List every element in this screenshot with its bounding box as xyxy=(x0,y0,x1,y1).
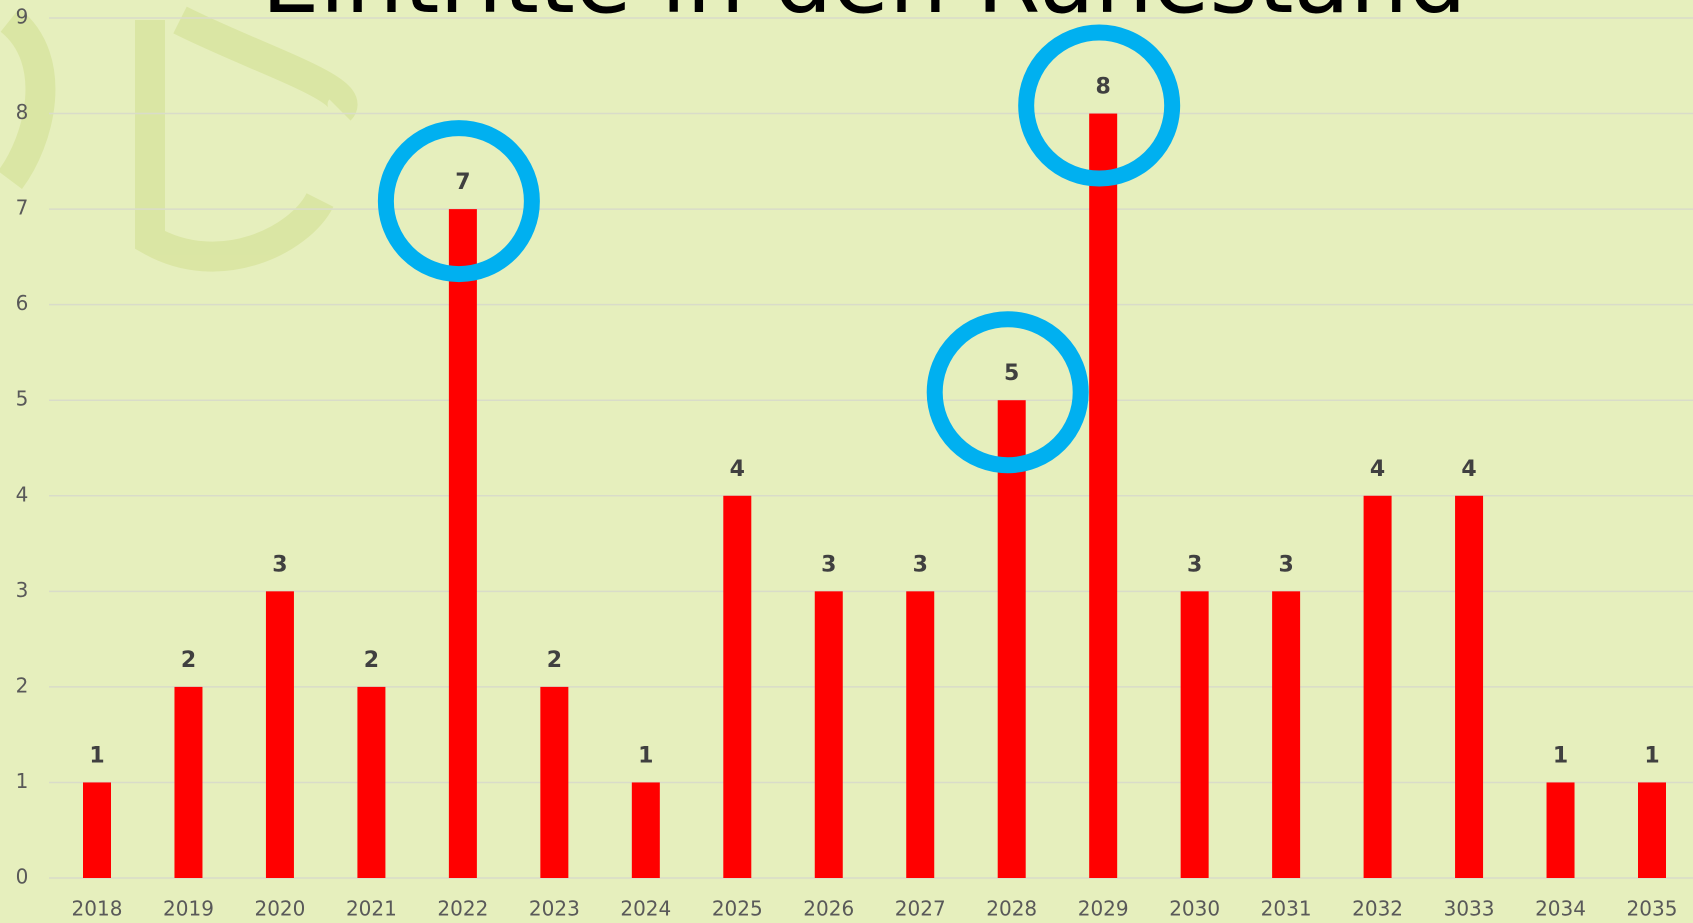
x-tick-label: 2031 xyxy=(1261,897,1312,921)
value-label: 1 xyxy=(1644,743,1659,768)
bar xyxy=(1455,496,1483,878)
bar xyxy=(83,782,111,878)
bar xyxy=(540,687,568,878)
page: {"chart_data": {"type": "bar", "title": … xyxy=(0,0,1693,923)
value-label: 2 xyxy=(181,648,196,673)
x-tick-label: 2029 xyxy=(1078,897,1129,921)
x-tick-label: 2021 xyxy=(346,897,397,921)
bar xyxy=(1272,591,1300,878)
value-label: 4 xyxy=(730,457,745,482)
value-label: 8 xyxy=(1096,75,1111,100)
value-label: 7 xyxy=(455,170,470,195)
bar xyxy=(632,782,660,878)
y-tick-label: 2 xyxy=(16,673,29,697)
x-tick-label: 2034 xyxy=(1535,897,1586,921)
y-tick-label: 0 xyxy=(16,865,29,889)
bar xyxy=(815,591,843,878)
value-label: 1 xyxy=(89,743,104,768)
value-label: 3 xyxy=(1278,552,1293,577)
chart: Eintritte in den Ruhestand 0 1 2 3 4 5 6 7 8 9 201… xyxy=(0,0,1693,923)
bar xyxy=(1364,496,1392,878)
y-tick-label: 9 xyxy=(16,5,29,29)
bar xyxy=(723,496,751,878)
x-tick-label: 2028 xyxy=(986,897,1037,921)
bar xyxy=(449,209,477,878)
value-label: 2 xyxy=(547,648,562,673)
x-tick-label: 2025 xyxy=(712,897,763,921)
bar xyxy=(1181,591,1209,878)
x-tick-label: 2020 xyxy=(254,897,305,921)
y-tick-label: 7 xyxy=(16,196,29,220)
bar xyxy=(174,687,202,878)
bar xyxy=(266,591,294,878)
value-label: 3 xyxy=(821,552,836,577)
value-label: 4 xyxy=(1461,457,1476,482)
value-label: 1 xyxy=(1553,743,1568,768)
x-tick-label: 2027 xyxy=(895,897,946,921)
y-tick-label: 6 xyxy=(16,291,29,315)
bar xyxy=(1089,114,1117,878)
x-tick-label: 2026 xyxy=(803,897,854,921)
x-tick-label: 2022 xyxy=(437,897,488,921)
chart-title: Eintritte in den Ruhestand xyxy=(261,0,1466,34)
x-tick-label: 2035 xyxy=(1627,897,1678,921)
value-label: 4 xyxy=(1370,457,1385,482)
bar xyxy=(906,591,934,878)
x-tick-label: 2019 xyxy=(163,897,214,921)
x-tick-label: 2023 xyxy=(529,897,580,921)
bar xyxy=(1547,782,1575,878)
value-label: 1 xyxy=(638,743,653,768)
value-label: 2 xyxy=(364,648,379,673)
y-tick-label: 5 xyxy=(16,387,29,411)
bar xyxy=(357,687,385,878)
value-label: 3 xyxy=(913,552,928,577)
y-tick-label: 4 xyxy=(16,482,29,506)
x-tick-label: 2032 xyxy=(1352,897,1403,921)
x-tick-label: 2030 xyxy=(1169,897,1220,921)
x-tick-label: 3033 xyxy=(1444,897,1495,921)
value-label: 3 xyxy=(1187,552,1202,577)
value-label: 3 xyxy=(272,552,287,577)
y-tick-label: 1 xyxy=(16,769,29,793)
bar xyxy=(1638,782,1666,878)
value-label: 5 xyxy=(1004,361,1019,386)
background-logo xyxy=(10,20,343,257)
x-tick-label: 2024 xyxy=(620,897,671,921)
x-tick-label: 2018 xyxy=(72,897,123,921)
y-tick-label: 8 xyxy=(16,100,29,124)
y-tick-label: 3 xyxy=(16,578,29,602)
